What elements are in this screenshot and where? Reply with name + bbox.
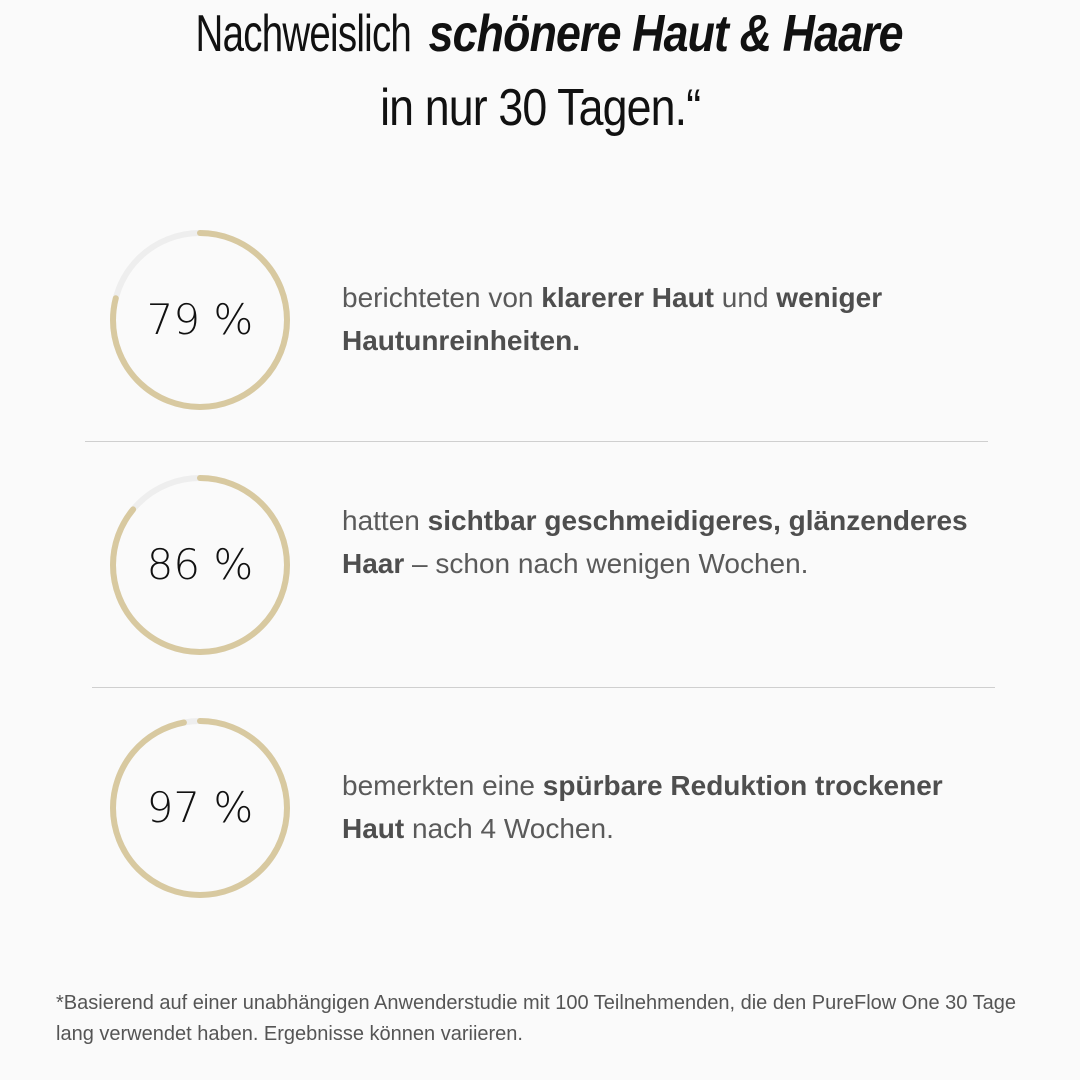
stat-value: 79 % — [146, 295, 254, 344]
text: – schon nach wenigen Wochen. — [404, 548, 809, 579]
stat-description-2: hatten sichtbar geschmeidigeres, glänzen… — [342, 499, 982, 585]
divider — [85, 441, 988, 442]
text: hatten — [342, 505, 428, 536]
emphasis-text: klarerer Haut — [541, 282, 715, 313]
headline-line-2-text: in nur 30 Tagen.“ — [379, 79, 701, 137]
emphasis-text: sichtbar geschmeidigeres, glänzenderes H… — [342, 505, 968, 579]
headline-line-2: in nur 30 Tagen.“ — [0, 78, 1080, 138]
text: und — [714, 282, 777, 313]
emphasis-text: spürbare Reduktion trockener Haut — [342, 770, 943, 844]
headline-regular: Nachweislich — [195, 5, 411, 63]
ring-progress-arc — [110, 475, 290, 655]
headline-line-1: Nachweislich schönere Haut & Haare — [0, 4, 1080, 64]
stat-ring-2: 86 % — [108, 473, 292, 657]
stat-description-3: bemerkten eine spürbare Reduktion trocke… — [342, 764, 982, 850]
text: nach 4 Wochen. — [404, 813, 614, 844]
stat-value: 97 % — [146, 783, 254, 832]
text: bemerkten eine — [342, 770, 543, 801]
emphasis-text: weniger Hautunreinheiten. — [342, 282, 883, 356]
stat-description-1: berichteten von klarerer Haut und wenige… — [342, 276, 982, 362]
stat-value: 86 % — [146, 540, 254, 589]
stat-ring-1: 79 % — [108, 228, 292, 412]
stat-ring-3: 97 % — [108, 716, 292, 900]
ring-progress-arc — [110, 718, 290, 898]
ring-progress-arc — [110, 230, 290, 410]
divider — [92, 687, 995, 688]
text: berichteten von — [342, 282, 542, 313]
headline-emphasis: schönere Haut & Haare — [428, 5, 903, 63]
footnote: *Basierend auf einer unabhängigen Anwend… — [56, 992, 1016, 1045]
